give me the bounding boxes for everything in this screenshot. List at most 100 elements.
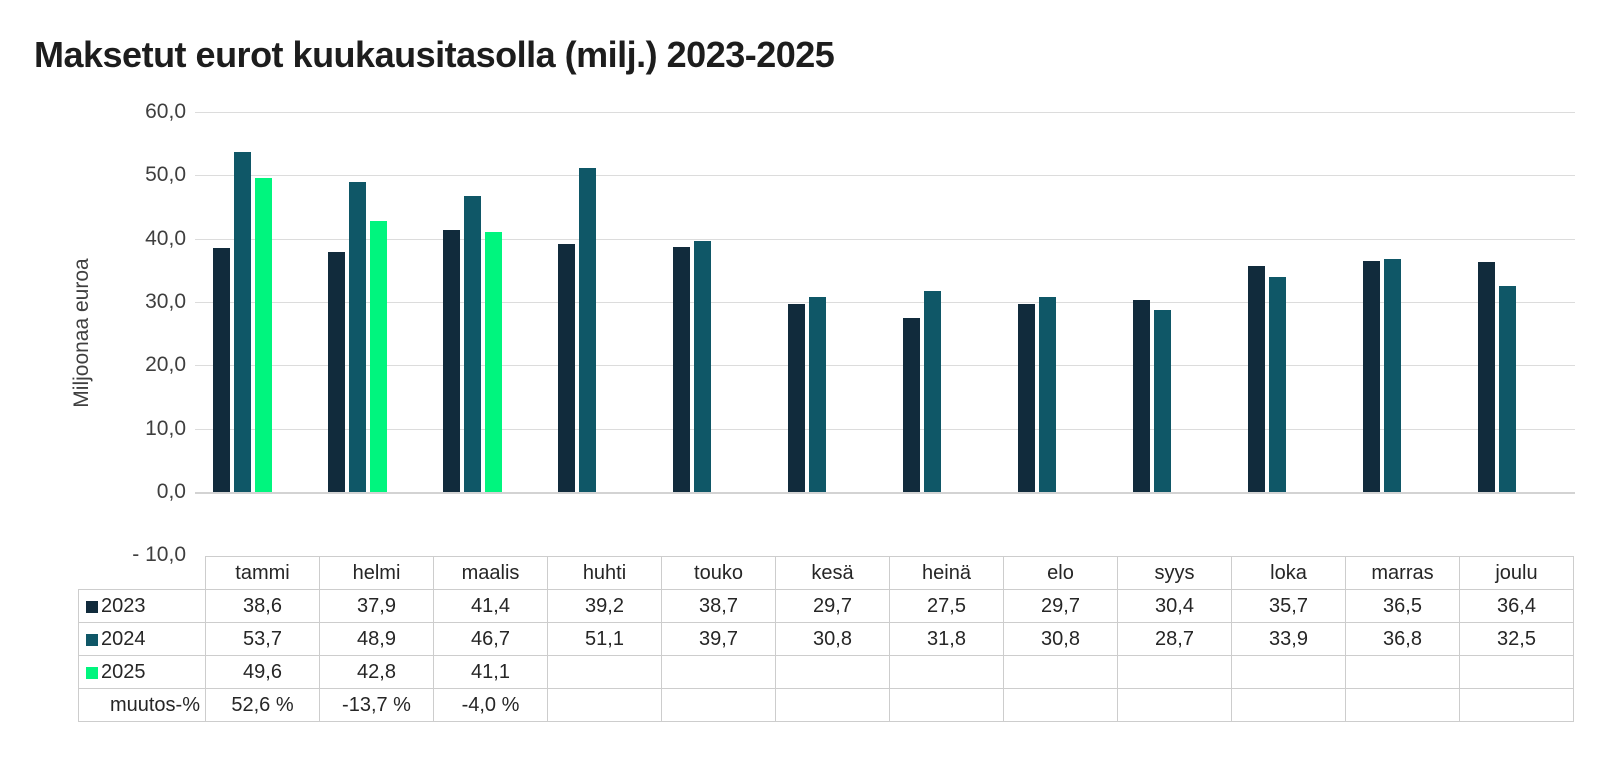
table-cell-2024-touko: 39,7 (661, 622, 776, 656)
table-cell-2023-maalis: 41,4 (433, 589, 548, 623)
table-cell-2023-touko: 38,7 (661, 589, 776, 623)
bar-group-elo (1000, 112, 1115, 492)
table-header-joulu: joulu (1459, 556, 1574, 590)
table-header-heinä: heinä (889, 556, 1004, 590)
table-cell-2023-heinä: 27,5 (889, 589, 1004, 623)
bar-2024-loka (1268, 277, 1286, 492)
table-header-touko: touko (661, 556, 776, 590)
bar-2024-touko (693, 240, 711, 492)
table-header-huhti: huhti (547, 556, 662, 590)
legend-swatch-2025 (86, 666, 98, 679)
table-header-helmi: helmi (319, 556, 434, 590)
table-cell-2024-huhti: 51,1 (547, 622, 662, 656)
table-cell-muutos-%-syys (1117, 688, 1232, 722)
table-cell-2024-helmi: 48,9 (319, 622, 434, 656)
legend-swatch-2024 (86, 633, 98, 646)
table-cell-2024-tammi: 53,7 (205, 622, 320, 656)
plot-area (195, 112, 1575, 494)
table-cell-2024-marras: 36,8 (1345, 622, 1460, 656)
table-row-label-2023: 2023 (78, 589, 206, 623)
table-cell-2025-loka (1231, 655, 1346, 689)
table-cell-2024-elo: 30,8 (1003, 622, 1118, 656)
table-cell-2023-marras: 36,5 (1345, 589, 1460, 623)
y-tick-label: - 10,0 (132, 543, 186, 567)
bar-2025-tammi (254, 177, 272, 492)
table-cell-2023-elo: 29,7 (1003, 589, 1118, 623)
bar-2024-huhti (578, 168, 596, 492)
table-header-maalis: maalis (433, 556, 548, 590)
gridline (195, 175, 1575, 177)
y-tick-label: 10,0 (145, 416, 186, 440)
table-cell-muutos-%-joulu (1459, 688, 1574, 722)
y-tick-label: 20,0 (145, 353, 186, 377)
table-cell-2023-syys: 30,4 (1117, 589, 1232, 623)
table-cell-2024-heinä: 31,8 (889, 622, 1004, 656)
table-cell-muutos-%-marras (1345, 688, 1460, 722)
gridline (195, 365, 1575, 367)
bar-group-touko (655, 112, 770, 492)
bar-group-heinä (885, 112, 1000, 492)
y-axis-label: Miljoonaa euroa (70, 258, 93, 408)
bar-2023-kesä (787, 303, 805, 492)
legend-swatch-2023 (86, 600, 98, 613)
table-cell-2025-touko (661, 655, 776, 689)
table-header-elo: elo (1003, 556, 1118, 590)
bar-group-tammi (195, 112, 310, 492)
bar-2023-helmi (327, 252, 345, 492)
table-cell-2023-joulu: 36,4 (1459, 589, 1574, 623)
table-header-marras: marras (1345, 556, 1460, 590)
bar-2024-tammi (233, 151, 251, 492)
bar-2023-joulu (1477, 261, 1495, 492)
bar-2025-helmi (369, 220, 387, 492)
table-cell-muutos-%-tammi: 52,6 % (205, 688, 320, 722)
table-cell-2025-huhti (547, 655, 662, 689)
bar-2023-tammi (212, 247, 230, 492)
bar-2024-heinä (923, 290, 941, 492)
y-tick-label: 40,0 (145, 226, 186, 250)
table-row-label-2024: 2024 (78, 622, 206, 656)
bar-2024-syys (1153, 310, 1171, 492)
table-cell-muutos-%-huhti (547, 688, 662, 722)
table-cell-2023-tammi: 38,6 (205, 589, 320, 623)
table-cell-2025-elo (1003, 655, 1118, 689)
table-cell-2024-joulu: 32,5 (1459, 622, 1574, 656)
table-cell-2023-helmi: 37,9 (319, 589, 434, 623)
table-row-label-2025: 2025 (78, 655, 206, 689)
table-cell-muutos-%-touko (661, 688, 776, 722)
bar-2023-maalis (442, 229, 460, 492)
gridline (195, 238, 1575, 240)
table-cell-muutos-%-kesä (775, 688, 890, 722)
table-cell-2025-helmi: 42,8 (319, 655, 434, 689)
table-header-tammi: tammi (205, 556, 320, 590)
table-corner-cell (79, 557, 206, 590)
table-cell-2024-loka: 33,9 (1231, 622, 1346, 656)
table-header-syys: syys (1117, 556, 1232, 590)
gridline (195, 428, 1575, 430)
table-header-kesä: kesä (775, 556, 890, 590)
chart-title: Maksetut eurot kuukausitasolla (milj.) 2… (34, 34, 835, 75)
gridline (195, 112, 1575, 113)
bar-2023-touko (672, 246, 690, 492)
bar-2023-elo (1017, 303, 1035, 492)
bar-2024-maalis (463, 196, 481, 492)
table-cell-2024-syys: 28,7 (1117, 622, 1232, 656)
y-tick-label: 50,0 (145, 163, 186, 187)
table-cell-2025-joulu (1459, 655, 1574, 689)
bar-2023-huhti (557, 243, 575, 492)
bar-group-maalis (425, 112, 540, 492)
table-cell-2025-kesä (775, 655, 890, 689)
bar-group-helmi (310, 112, 425, 492)
table-cell-muutos-%-helmi: -13,7 % (319, 688, 434, 722)
bar-group-marras (1345, 112, 1460, 492)
table-cell-muutos-%-maalis: -4,0 % (433, 688, 548, 722)
table-cell-2025-maalis: 41,1 (433, 655, 548, 689)
bar-group-kesä (770, 112, 885, 492)
bar-2023-loka (1247, 265, 1265, 492)
table-cell-2025-tammi: 49,6 (205, 655, 320, 689)
table-header-loka: loka (1231, 556, 1346, 590)
table-cell-2025-syys (1117, 655, 1232, 689)
table-cell-muutos-%-heinä (889, 688, 1004, 722)
table-cell-2025-marras (1345, 655, 1460, 689)
table-cell-muutos-%-loka (1231, 688, 1346, 722)
